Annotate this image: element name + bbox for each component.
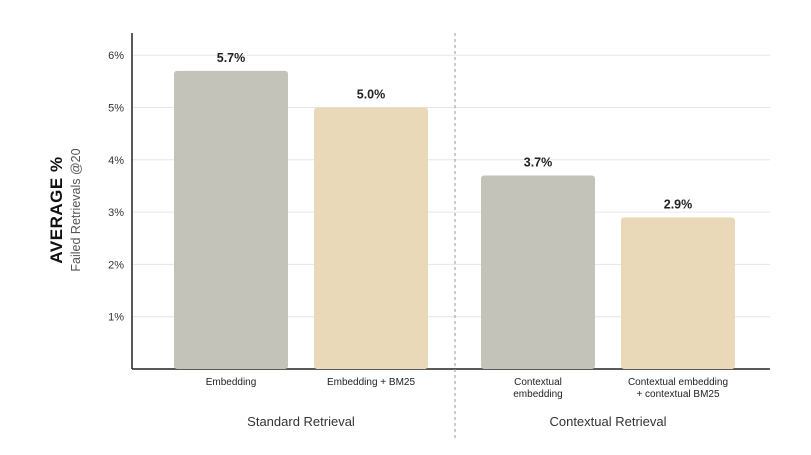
bars-layer	[174, 70, 735, 369]
data-label: 2.9%	[664, 197, 693, 211]
x-category-label: Contextual	[514, 377, 562, 388]
bar	[481, 175, 595, 369]
group-label: Contextual Retrieval	[549, 414, 666, 429]
x-category-label: + contextual BM25	[636, 389, 720, 400]
y-axis-subtitle: Failed Retrievals @20	[69, 148, 83, 271]
x-category-label: Embedding + BM25	[327, 377, 416, 388]
x-category-label: Contextual embedding	[628, 377, 728, 388]
y-tick-label: 2%	[108, 259, 124, 271]
data-label: 5.0%	[357, 88, 386, 102]
y-tick-label: 5%	[108, 103, 124, 115]
x-category-label: embedding	[513, 389, 562, 400]
data-label: 5.7%	[217, 51, 246, 65]
y-axis-title: AVERAGE %	[47, 156, 66, 263]
bar	[621, 217, 735, 369]
y-tick-label: 6%	[108, 50, 124, 62]
x-category-label: Embedding	[206, 377, 257, 388]
y-tick-label: 3%	[108, 207, 124, 219]
y-tick-label: 1%	[108, 312, 124, 324]
y-tick-label: 4%	[108, 155, 124, 167]
bar	[314, 107, 428, 369]
bar	[174, 70, 288, 369]
group-label: Standard Retrieval	[247, 414, 355, 429]
labels-layer: 1% 2% 3% 4% 5% 6% 5.7% Embedding 5.0% Embedding +…	[108, 50, 728, 429]
data-label: 3.7%	[524, 155, 553, 169]
